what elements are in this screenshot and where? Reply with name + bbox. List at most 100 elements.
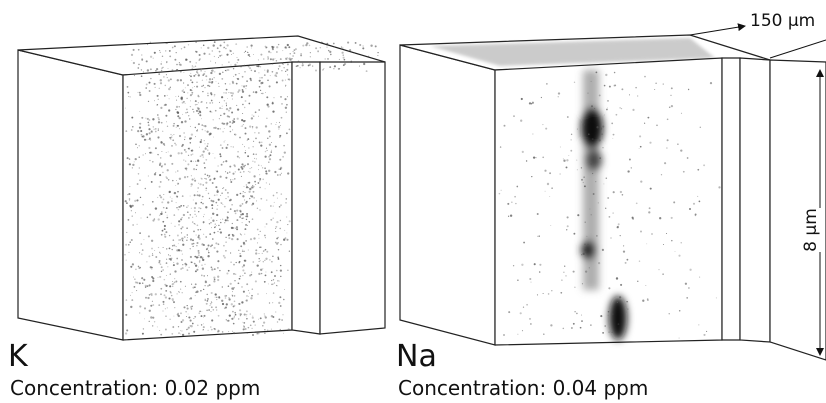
speckle: [213, 77, 215, 79]
speckle: [141, 54, 143, 56]
speckle: [276, 46, 279, 49]
speckle: [214, 226, 216, 228]
speckle: [125, 243, 128, 246]
speckle: [599, 127, 603, 130]
speckle: [341, 51, 344, 54]
speckle: [236, 104, 238, 106]
speckle: [580, 314, 583, 316]
speckle: [205, 178, 208, 180]
speckle: [125, 299, 128, 301]
speckle: [279, 269, 283, 272]
speckle: [242, 269, 245, 272]
speckle: [267, 137, 269, 140]
speckle: [150, 180, 153, 183]
speckle: [230, 179, 232, 181]
speckle: [638, 148, 640, 150]
speckle: [172, 282, 175, 285]
speckle: [559, 173, 561, 175]
speckle: [242, 328, 245, 331]
speckle: [133, 276, 135, 278]
speckle: [204, 280, 208, 284]
speckle: [333, 46, 335, 48]
speckle: [194, 100, 197, 103]
speckle: [241, 212, 244, 216]
speckle: [275, 231, 277, 232]
speckle: [234, 171, 236, 173]
speckle: [551, 187, 553, 189]
speckle: [664, 162, 667, 165]
speckle: [146, 285, 149, 287]
speckle: [210, 291, 213, 295]
speckle: [301, 62, 304, 65]
speckle: [219, 334, 221, 336]
speckle: [183, 176, 187, 179]
speckle: [241, 217, 243, 220]
speckle: [323, 67, 325, 70]
speckle: [168, 190, 171, 194]
speckle: [269, 135, 271, 138]
speckle: [210, 301, 212, 303]
speckle: [216, 250, 219, 253]
speckle: [271, 45, 273, 48]
speckle: [274, 145, 277, 148]
speckle: [531, 101, 535, 104]
speckle: [186, 97, 188, 100]
speckle: [147, 235, 150, 238]
speckle: [216, 47, 219, 50]
speckle: [266, 103, 269, 106]
speckle: [259, 209, 261, 211]
speckle: [279, 227, 281, 230]
speckle: [196, 104, 198, 105]
speckle: [181, 267, 184, 270]
speckle: [221, 302, 225, 306]
speckle: [514, 195, 516, 198]
speckle: [143, 278, 146, 281]
speckle: [264, 188, 266, 190]
speckle: [570, 133, 573, 136]
speckle: [141, 332, 144, 335]
speckle: [228, 297, 230, 299]
speckle: [197, 236, 200, 239]
speckle: [574, 286, 576, 288]
speckle: [239, 216, 242, 218]
speckle: [260, 82, 263, 85]
speckle: [680, 112, 683, 114]
speckle: [348, 49, 352, 52]
speckle: [241, 203, 244, 205]
speckle: [264, 316, 267, 319]
speckle: [241, 193, 243, 194]
speckle: [270, 218, 273, 221]
speckle: [252, 153, 255, 155]
speckle: [170, 222, 172, 224]
speckle: [277, 279, 279, 282]
speckle: [145, 117, 147, 119]
speckle: [179, 79, 183, 82]
speckle: [656, 124, 658, 127]
speckle: [275, 269, 278, 272]
speckle: [128, 198, 131, 200]
speckle: [146, 261, 148, 263]
speckle: [503, 334, 505, 336]
speckle: [227, 285, 230, 287]
speckle: [178, 239, 180, 241]
speckle: [134, 157, 137, 161]
speckle: [186, 328, 188, 331]
speckle: [170, 133, 172, 136]
speckle: [226, 215, 229, 218]
speckle: [199, 114, 202, 117]
speckle: [193, 262, 196, 265]
speckle: [201, 178, 203, 180]
speckle: [230, 252, 232, 254]
speckle: [613, 71, 616, 74]
speckle: [244, 272, 246, 274]
speckle: [195, 168, 197, 171]
speckle: [244, 191, 246, 194]
speckle: [584, 221, 586, 223]
speckle: [199, 259, 201, 262]
speckle: [252, 320, 255, 323]
speckle: [226, 219, 229, 221]
speckle: [213, 276, 216, 279]
speckle: [244, 100, 247, 102]
speckle: [257, 59, 259, 61]
speckle: [199, 228, 202, 231]
